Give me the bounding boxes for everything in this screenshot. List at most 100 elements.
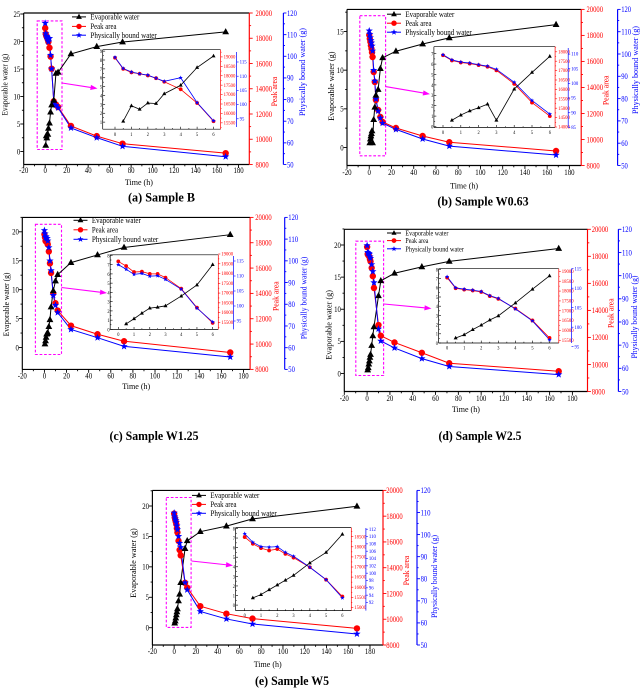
svg-text:90: 90 (621, 71, 628, 81)
svg-text:6: 6 (212, 332, 214, 338)
svg-text:9: 9 (100, 49, 102, 55)
svg-text:40: 40 (410, 167, 417, 177)
svg-text:18000: 18000 (354, 545, 366, 550)
svg-text:19000: 19000 (562, 270, 574, 275)
svg-text:3: 3 (233, 574, 235, 580)
svg-text:110: 110 (622, 247, 632, 257)
svg-text:15500: 15500 (224, 121, 236, 126)
svg-text:2: 2 (149, 332, 151, 338)
svg-text:120: 120 (300, 646, 310, 656)
svg-text:80: 80 (130, 370, 137, 380)
svg-text:4: 4 (180, 332, 182, 338)
svg-text:140: 140 (191, 165, 201, 175)
svg-text:Evaporable water: Evaporable water (405, 9, 454, 19)
svg-text:0: 0 (117, 332, 119, 338)
svg-text:Evaporable water: Evaporable water (92, 215, 141, 225)
svg-text:16000: 16000 (221, 311, 233, 316)
svg-text:18500: 18500 (221, 262, 233, 267)
svg-text:16000: 16000 (592, 278, 609, 288)
svg-text:80: 80 (421, 574, 428, 584)
svg-text:18000: 18000 (592, 251, 609, 261)
svg-text:90: 90 (421, 552, 428, 562)
svg-text:104: 104 (369, 557, 377, 562)
svg-text:25: 25 (14, 9, 21, 19)
svg-text:96: 96 (369, 586, 374, 591)
svg-text:6: 6 (436, 286, 438, 292)
svg-text:7: 7 (436, 277, 438, 283)
svg-text:18000: 18000 (256, 33, 273, 43)
svg-text:(d) Sample W2.5: (d) Sample W2.5 (439, 428, 522, 443)
svg-text:5: 5 (531, 130, 533, 136)
svg-text:2: 2 (431, 104, 433, 110)
svg-text:15500: 15500 (221, 321, 233, 326)
svg-text:180: 180 (365, 646, 375, 656)
svg-text:10000: 10000 (592, 359, 609, 369)
svg-text:20: 20 (388, 167, 395, 177)
svg-text:0: 0 (431, 124, 433, 130)
svg-text:5: 5 (436, 295, 438, 301)
svg-text:8: 8 (436, 267, 438, 273)
svg-text:Evaporable water (g): Evaporable water (g) (1, 272, 11, 336)
svg-text:18000: 18000 (221, 272, 233, 277)
svg-text:140: 140 (522, 393, 532, 403)
svg-text:16000: 16000 (224, 112, 236, 117)
svg-text:14000: 14000 (386, 563, 403, 573)
svg-text:20000: 20000 (255, 212, 272, 222)
svg-text:95: 95 (571, 97, 576, 102)
svg-text:(b) Sample W0.63: (b) Sample W0.63 (437, 193, 529, 208)
svg-text:160: 160 (212, 165, 222, 175)
svg-text:0: 0 (340, 142, 343, 152)
svg-text:-20: -20 (148, 646, 157, 656)
svg-text:8000: 8000 (255, 364, 268, 374)
svg-text:Evaporable water (g): Evaporable water (g) (324, 290, 334, 360)
svg-text:0: 0 (338, 368, 341, 378)
svg-text:4: 4 (436, 304, 438, 310)
svg-text:10: 10 (12, 284, 19, 294)
svg-text:180: 180 (234, 165, 244, 175)
svg-text:-20: -20 (19, 165, 28, 175)
svg-text:50: 50 (622, 386, 629, 396)
svg-text:12000: 12000 (587, 108, 604, 118)
svg-text:(c) Sample W1.25: (c) Sample W1.25 (110, 428, 199, 443)
svg-text:10000: 10000 (255, 339, 272, 349)
svg-text:3: 3 (495, 130, 497, 136)
svg-text:20000: 20000 (256, 8, 273, 18)
svg-text:16500: 16500 (558, 79, 570, 84)
svg-text:15: 15 (334, 272, 341, 282)
svg-text:4: 4 (514, 346, 516, 352)
svg-text:1: 1 (107, 318, 109, 324)
svg-text:16000: 16000 (587, 56, 604, 66)
svg-text:Time (h): Time (h) (122, 381, 150, 391)
svg-text:Peak area: Peak area (92, 224, 118, 234)
svg-text:2: 2 (107, 309, 109, 315)
svg-text:0: 0 (16, 342, 19, 352)
svg-text:5: 5 (531, 346, 533, 352)
svg-text:70: 70 (288, 321, 295, 331)
svg-text:20: 20 (63, 165, 70, 175)
svg-text:18000: 18000 (255, 238, 272, 248)
svg-text:110: 110 (287, 29, 297, 39)
svg-text:(e) Sample W5: (e) Sample W5 (255, 673, 329, 688)
svg-text:12000: 12000 (255, 314, 272, 324)
svg-text:100: 100 (421, 529, 431, 539)
svg-text:3: 3 (107, 300, 109, 306)
svg-text:70: 70 (622, 340, 629, 350)
svg-text:0: 0 (244, 613, 246, 619)
svg-text:Evaporable water (g): Evaporable water (g) (326, 51, 336, 120)
svg-text:1: 1 (133, 332, 135, 338)
svg-text:70: 70 (621, 116, 628, 126)
svg-text:16000: 16000 (562, 329, 574, 334)
svg-text:Time (h): Time (h) (452, 404, 480, 414)
svg-text:Peak area: Peak area (90, 21, 116, 31)
svg-text:14000: 14000 (256, 84, 273, 94)
svg-text:16000: 16000 (255, 263, 272, 273)
svg-text:15500: 15500 (558, 97, 570, 102)
svg-text:16500: 16500 (221, 301, 233, 306)
svg-text:15: 15 (14, 64, 21, 74)
svg-text:160: 160 (216, 370, 226, 380)
svg-text:10: 10 (337, 65, 344, 75)
svg-text:6: 6 (212, 132, 214, 138)
svg-text:100: 100 (622, 270, 632, 280)
svg-text:4: 4 (309, 613, 311, 619)
svg-text:85: 85 (571, 126, 576, 131)
